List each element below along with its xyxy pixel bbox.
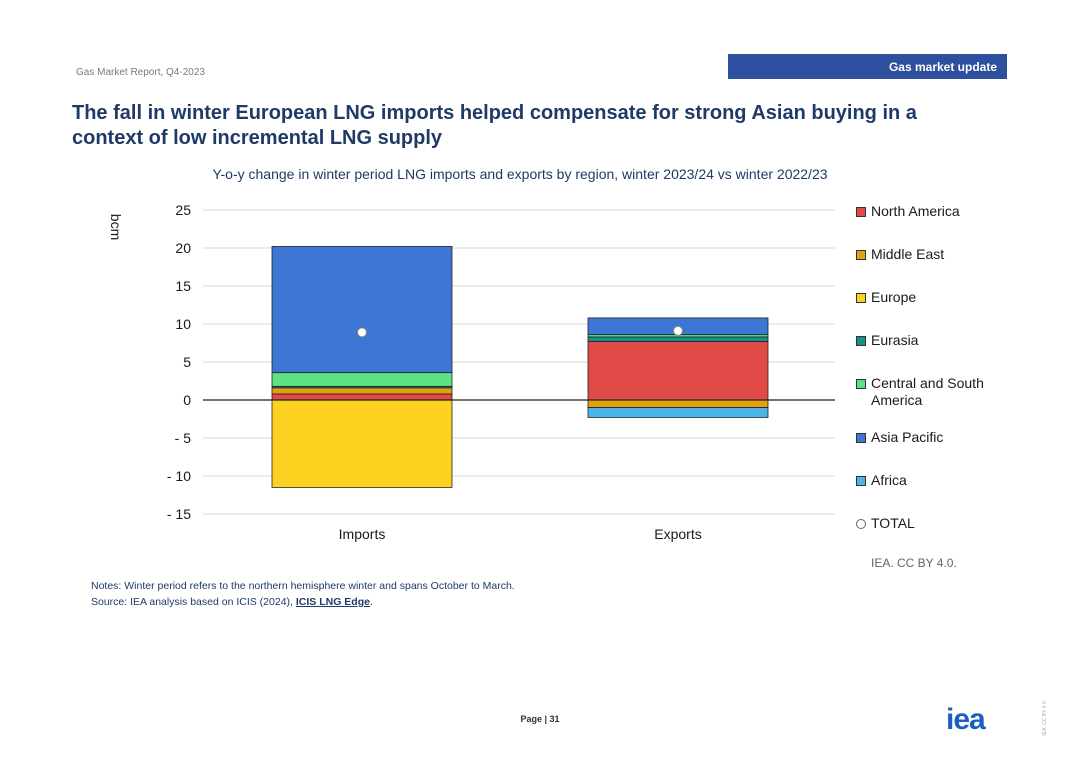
total-marker	[357, 327, 367, 338]
legend-label: Eurasia	[871, 332, 919, 348]
bar-segment-africa	[587, 407, 769, 418]
chart: 25 20 15 10 5 0 - 5 - 10 - 15 bcm Imports Exports	[108, 202, 835, 542]
notes-block: Notes: Winter period refers to the north…	[91, 578, 515, 610]
source-suffix: .	[369, 596, 373, 608]
y-tick-label: 10	[175, 316, 191, 332]
legend-item: Asia Pacific	[856, 429, 943, 446]
legend-label: Europe	[871, 289, 917, 305]
iea-logo: iea	[946, 703, 986, 736]
source-link[interactable]: ICIS LNG Edge	[295, 596, 370, 608]
legend-swatch	[856, 519, 866, 529]
legend-label: TOTAL	[871, 515, 915, 531]
bar-segment-middle-east	[271, 387, 453, 395]
bar-segment-central-and-south-america	[271, 372, 453, 387]
legend-label: Asia Pacific	[871, 429, 944, 445]
y-tick-label: - 5	[175, 430, 192, 446]
legend-swatch	[856, 293, 866, 303]
legend-item: TOTAL	[856, 515, 915, 532]
bar-segment-europe	[271, 399, 453, 488]
source-prefix: Source: IEA analysis based on ICIS (2024…	[91, 596, 296, 608]
y-tick-label: 0	[183, 392, 191, 408]
chart-credit: IEA. CC BY 4.0.	[871, 556, 957, 570]
legend-item: Europe	[856, 289, 916, 306]
slide-title: The fall in winter European LNG imports …	[72, 102, 917, 149]
license-text: IEA. CC BY 4.0.	[1042, 700, 1048, 736]
legend-label: Africa	[871, 472, 907, 488]
bar-segment-north-america	[587, 341, 769, 401]
source-line: Source: IEA analysis based on ICIS (2024…	[91, 594, 515, 610]
bar-segment-eurasia	[587, 336, 769, 342]
notes-text: Notes: Winter period refers to the north…	[91, 580, 515, 592]
bar-segment-asia-pacific	[271, 246, 453, 374]
legend-swatch	[856, 207, 866, 217]
legend-swatch	[856, 476, 866, 486]
report-label: Gas Market Report, Q4-2023	[76, 67, 205, 78]
chart-title: Y-o-y change in winter period LNG import…	[212, 166, 828, 182]
bar-segment-middle-east	[587, 399, 769, 408]
legend-item: Eurasia	[856, 332, 918, 349]
legend-swatch	[856, 250, 866, 260]
x-tick-label: Exports	[654, 526, 701, 542]
section-label: Gas market update	[888, 60, 997, 74]
legend-swatch	[856, 379, 866, 389]
legend-label: North America	[871, 203, 960, 219]
total-marker	[673, 325, 683, 336]
page-number: Page | 31	[520, 714, 560, 724]
legend-label: Middle East	[871, 246, 945, 262]
y-tick-label: 25	[175, 202, 191, 218]
y-tick-label: - 15	[167, 506, 191, 522]
x-tick-label: Imports	[339, 526, 386, 542]
bar-segment-north-america	[271, 393, 453, 401]
legend-swatch	[856, 433, 866, 443]
y-tick-label: 5	[183, 354, 191, 370]
y-tick-label: - 10	[167, 468, 191, 484]
section-banner: Gas market update	[728, 54, 1007, 79]
legend-item: Middle East	[856, 246, 944, 263]
y-tick-label: 15	[175, 278, 191, 294]
legend-swatch	[856, 336, 866, 346]
legend-item: Africa	[856, 472, 907, 489]
legend-item: North America	[856, 203, 960, 220]
y-axis-label: bcm	[108, 214, 124, 240]
y-tick-label: 20	[175, 240, 191, 256]
legend-label: Central and South America	[871, 375, 984, 408]
legend-item: Central and South America	[856, 375, 1001, 409]
